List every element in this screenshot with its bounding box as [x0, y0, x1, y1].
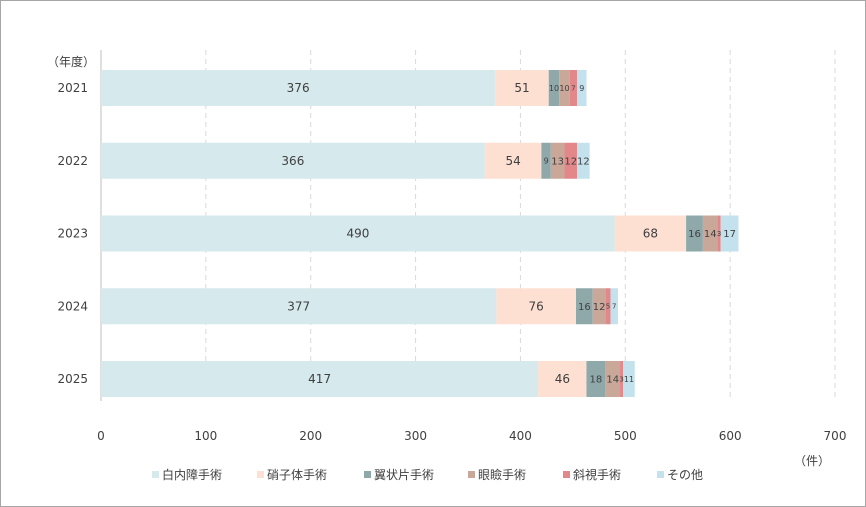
bar-segment — [592, 288, 606, 325]
legend-swatch — [657, 471, 664, 478]
y-axis: （年度） 2021 2022 2023 2024 2025 — [47, 54, 95, 386]
data-label: 7 — [571, 84, 575, 92]
data-label: 11 — [624, 375, 634, 384]
legend-swatch — [257, 471, 264, 478]
y-tick-label: 2024 — [57, 299, 88, 313]
y-axis-label: （年度） — [47, 54, 95, 69]
bar-segment — [101, 215, 615, 252]
legend-swatch — [364, 471, 371, 478]
data-label: 9 — [579, 84, 584, 93]
data-label: 417 — [308, 372, 331, 386]
bar-segment — [569, 70, 578, 106]
x-tick-label: 200 — [299, 429, 322, 443]
data-label: 16 — [578, 302, 591, 313]
bar-segment — [101, 361, 539, 397]
bar-segment — [620, 361, 624, 397]
legend-label: 白内障手術 — [162, 467, 222, 482]
legend-swatch — [468, 471, 475, 478]
legend-swatch — [563, 471, 570, 478]
bar-segment — [550, 142, 565, 179]
bar-segment — [101, 142, 485, 179]
bar-segment — [686, 215, 703, 252]
data-label: 9 — [544, 157, 549, 166]
bar-segment — [577, 70, 587, 106]
bar-segment — [586, 361, 606, 397]
data-label: 14 — [704, 229, 717, 240]
bar-segment — [605, 288, 611, 325]
data-label: 377 — [287, 299, 310, 313]
data-label: 13 — [551, 156, 564, 167]
data-label: 76 — [529, 299, 544, 313]
data-label: 51 — [514, 81, 529, 95]
data-label: 16 — [688, 229, 701, 240]
legend-label: その他 — [667, 468, 703, 482]
bar-segment — [564, 142, 578, 179]
legend-label: 眼瞼手術 — [478, 467, 526, 482]
x-tick-label: 100 — [194, 429, 217, 443]
x-tick-label: 400 — [509, 429, 532, 443]
x-tick-label: 600 — [719, 429, 742, 443]
data-label: 10 — [559, 84, 569, 93]
data-label: 54 — [505, 154, 520, 168]
data-label: 14 — [606, 375, 619, 386]
x-tick-label: 700 — [824, 429, 847, 443]
bar-segment — [717, 215, 721, 252]
x-tick-label: 500 — [614, 429, 637, 443]
legend: 白内障手術 硝子体手術 翼状片手術 眼瞼手術 斜視手術 その他 — [152, 467, 703, 482]
data-label: 376 — [287, 81, 310, 95]
data-label: 3 — [619, 375, 623, 383]
data-label: 12 — [564, 156, 577, 167]
x-tick-label: 0 — [97, 429, 105, 443]
x-axis-unit: （件） — [794, 454, 830, 468]
legend-label: 硝子体手術 — [267, 468, 327, 482]
bar-segment — [541, 142, 551, 179]
data-label: 68 — [643, 227, 658, 241]
x-tick-label: 300 — [404, 429, 427, 443]
data-label: 366 — [281, 154, 304, 168]
bar-segment — [101, 288, 497, 325]
bar-segment — [496, 288, 577, 325]
data-label: 3 — [717, 230, 721, 238]
data-label: 12 — [593, 302, 606, 313]
y-tick-label: 2023 — [57, 227, 88, 241]
bar-segment — [720, 215, 739, 252]
data-label: 490 — [346, 227, 369, 241]
bar-segment — [614, 215, 687, 252]
data-label: 18 — [590, 375, 603, 386]
bar-segment — [538, 361, 587, 397]
bar-segment — [576, 288, 593, 325]
bars — [101, 70, 739, 397]
legend-label: 翼状片手術 — [374, 468, 434, 482]
data-label: 7 — [612, 303, 616, 311]
data-label: 12 — [577, 156, 590, 167]
y-tick-label: 2025 — [57, 372, 88, 386]
y-tick-label: 2022 — [57, 154, 88, 168]
bar-segment — [605, 361, 621, 397]
x-axis: 0 100 200 300 400 500 600 700 （件） — [97, 429, 846, 468]
data-label: 46 — [555, 372, 570, 386]
legend-swatch — [152, 471, 159, 478]
data-label: 5 — [606, 303, 610, 311]
bar-segment — [484, 142, 542, 179]
legend-label: 斜視手術 — [573, 467, 621, 482]
y-tick-label: 2021 — [57, 81, 88, 95]
bar-segment — [559, 70, 570, 106]
bar-segment — [702, 215, 718, 252]
bar-segment — [610, 288, 618, 325]
bar-segment — [577, 142, 590, 179]
bar-segment — [101, 70, 496, 106]
bar-segment — [495, 70, 549, 106]
data-label: 10 — [549, 84, 559, 93]
bar-segment — [623, 361, 635, 397]
bar-segment — [548, 70, 560, 106]
data-label: 17 — [723, 229, 736, 240]
